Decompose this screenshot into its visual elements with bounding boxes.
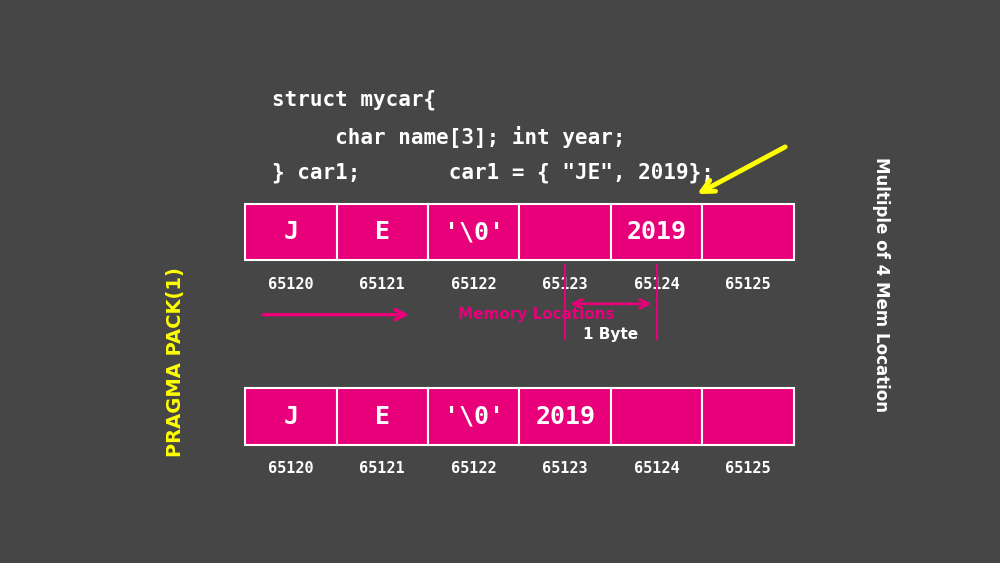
- Text: 65123: 65123: [542, 277, 588, 292]
- Text: 1 Byte: 1 Byte: [583, 327, 638, 342]
- Text: J: J: [283, 220, 298, 244]
- Text: char name[3]; int year;: char name[3]; int year;: [272, 126, 626, 148]
- Bar: [611, 388, 702, 445]
- Bar: [428, 388, 519, 445]
- Text: 65124: 65124: [634, 277, 679, 292]
- Bar: [611, 204, 702, 261]
- Bar: [702, 204, 794, 261]
- Text: E: E: [375, 405, 390, 428]
- Bar: [245, 204, 337, 261]
- Text: 65125: 65125: [725, 277, 771, 292]
- Text: Memory Locations: Memory Locations: [458, 307, 615, 322]
- Text: 65121: 65121: [359, 461, 405, 476]
- Bar: [337, 204, 428, 261]
- Text: '\0': '\0': [444, 405, 504, 428]
- Text: 65122: 65122: [451, 277, 497, 292]
- Text: 2019: 2019: [535, 405, 595, 428]
- Bar: [702, 388, 794, 445]
- Text: 65124: 65124: [634, 461, 679, 476]
- Bar: [519, 388, 611, 445]
- Text: 65121: 65121: [359, 277, 405, 292]
- Text: } car1;       car1 = { "JE", 2019};: } car1; car1 = { "JE", 2019};: [272, 163, 714, 184]
- Text: 65120: 65120: [268, 461, 314, 476]
- Bar: [428, 204, 519, 261]
- Text: J: J: [283, 405, 298, 428]
- Text: 2019: 2019: [627, 220, 687, 244]
- Text: PRAGMA PACK(1): PRAGMA PACK(1): [166, 267, 185, 457]
- Text: E: E: [375, 220, 390, 244]
- Text: 65120: 65120: [268, 277, 314, 292]
- Text: 65125: 65125: [725, 461, 771, 476]
- Text: 65123: 65123: [542, 461, 588, 476]
- Bar: [245, 388, 337, 445]
- Text: struct mycar{: struct mycar{: [272, 89, 436, 110]
- Text: 65122: 65122: [451, 461, 497, 476]
- Text: Multiple of 4 Mem Location: Multiple of 4 Mem Location: [872, 157, 890, 412]
- Bar: [337, 388, 428, 445]
- Text: '\0': '\0': [444, 220, 504, 244]
- Bar: [519, 204, 611, 261]
